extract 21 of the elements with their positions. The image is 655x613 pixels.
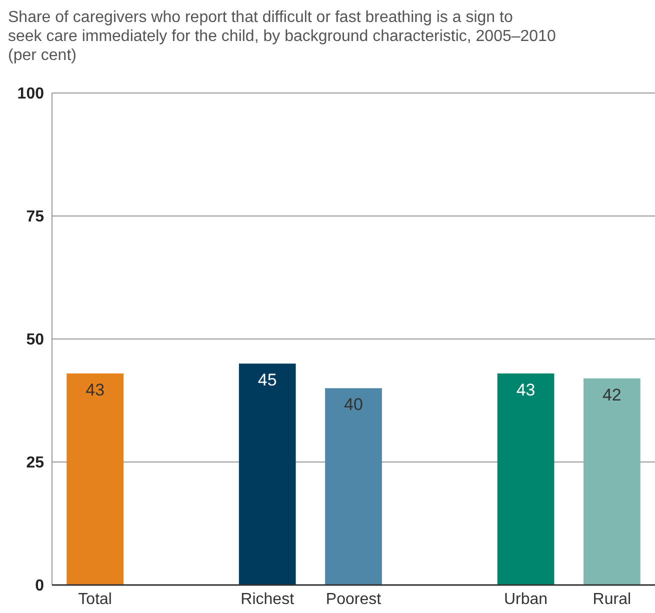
bar	[584, 378, 640, 585]
data-label: 40	[344, 395, 363, 414]
y-tick-label: 0	[35, 578, 44, 595]
y-tick-label: 75	[26, 208, 44, 226]
x-tick-label: Poorest	[326, 591, 382, 608]
x-tick-label: Urban	[504, 591, 548, 608]
x-tick-label: Total	[78, 591, 112, 608]
data-label: 43	[86, 380, 105, 400]
data-label: 42	[602, 385, 622, 404]
chart-title: Share of caregivers who report that difficult or fast breathing is a sign to seek care immediately for the child, by background characteristic, 2005–2010 (per cent)	[8, 9, 556, 64]
x-tick-label: Rural	[592, 591, 632, 608]
y-tick-label: 100	[17, 86, 44, 103]
data-label: 45	[258, 370, 277, 390]
y-tick-label: 25	[26, 454, 44, 472]
bar	[66, 373, 124, 585]
y-tick-label: 50	[26, 332, 44, 349]
bar	[497, 373, 554, 585]
data-label: 43	[516, 380, 536, 400]
x-tick-label: Richest	[240, 591, 295, 608]
bar	[238, 364, 296, 585]
bar	[325, 388, 382, 585]
